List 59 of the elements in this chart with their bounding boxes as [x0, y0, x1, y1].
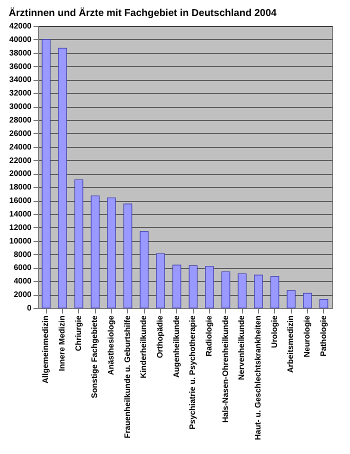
bar — [270, 276, 280, 308]
y-tick-label: 22000 — [9, 156, 32, 165]
y-tick-label: 20000 — [9, 169, 32, 178]
x-tick-label: Pathologie — [318, 314, 328, 356]
y-tick-label: 28000 — [9, 116, 32, 124]
y-tick-label: 16000 — [9, 196, 32, 206]
y-tick-label: 0 — [27, 304, 32, 312]
y-tick-label: 6000 — [14, 263, 32, 272]
bar — [140, 231, 149, 308]
bar — [303, 292, 312, 308]
y-tick-label: 2000 — [14, 290, 32, 300]
bar — [238, 273, 247, 308]
x-tick-label: Frauenheilkunde u. Geburtshilfe — [122, 314, 132, 438]
y-tick-label: 8000 — [14, 250, 32, 259]
bar — [58, 48, 67, 308]
bar — [172, 264, 182, 308]
x-tick-label: Haut- u. Geschlechtskrankheiten — [254, 315, 262, 440]
x-tick-label: Augenheilkunde — [172, 314, 181, 378]
x-tick-label: Kinderheilkunde — [139, 314, 148, 378]
x-tick-label: Chriurgie — [74, 314, 83, 352]
x-tick-label: Allgemeinmedizin — [41, 315, 50, 384]
y-tick-label: 26000 — [9, 128, 32, 138]
bar — [42, 39, 51, 308]
y-tick-label: 34000 — [9, 75, 32, 84]
y-tick-label: 18000 — [9, 182, 32, 192]
bar — [205, 266, 214, 308]
x-tick-label: Urologie — [270, 314, 279, 348]
bar — [123, 204, 132, 308]
bar — [107, 198, 116, 308]
x-tick-label: Hals-Nasen-Ohrenheilkunde — [220, 314, 230, 423]
y-tick-label: 24000 — [9, 142, 32, 152]
x-tick-label: Innere Medizin — [58, 315, 66, 372]
bar — [221, 271, 230, 308]
x-tick-label: Sonstige Fachgebiete — [90, 314, 100, 398]
y-tick-label: 10000 — [9, 236, 32, 246]
bar — [319, 298, 328, 308]
bar — [188, 265, 198, 308]
y-tick-label: 14000 — [9, 210, 32, 218]
bar — [90, 196, 100, 308]
x-tick-label: Radiologie — [204, 314, 214, 356]
x-tick-label: Arbeitsmedizin — [286, 315, 296, 373]
x-tick-label: Anästhesiologe — [106, 314, 116, 376]
y-tick-label: 12000 — [9, 222, 32, 232]
bar — [254, 274, 263, 308]
x-tick-label: Psychiatrie u. Psychotherapie — [188, 314, 198, 430]
x-tick-label: Orthopädie — [156, 314, 164, 358]
x-tick-label: Neurologie — [302, 314, 312, 358]
bar — [156, 253, 165, 308]
bar — [286, 290, 296, 308]
y-tick-label: 36000 — [9, 62, 32, 71]
y-tick-label: 38000 — [9, 48, 32, 58]
y-tick-label: 32000 — [9, 88, 32, 98]
y-tick-label: 40000 — [9, 34, 32, 44]
x-tick-label: Nervenheilkunde — [237, 314, 246, 380]
y-tick-label: 42000 — [9, 22, 32, 30]
y-tick-label: 4000 — [14, 276, 32, 286]
bar — [74, 179, 84, 308]
chart-title: Ärztinnen und Ärzte mit Fachgebiet in Deutschland 2004 — [8, 7, 278, 19]
y-tick-label: 30000 — [9, 102, 32, 112]
